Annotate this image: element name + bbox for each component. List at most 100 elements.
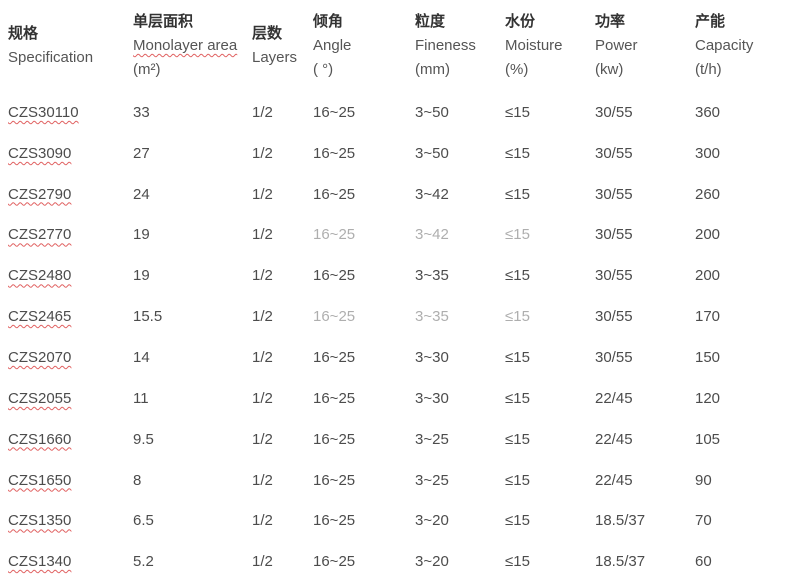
table-row: CZS1350 6.5 1/2 16~25 3~20 ≤15 18.5/37 70: [8, 500, 782, 541]
cell-layers: 1/2: [252, 390, 313, 407]
cell-value: 1/2: [252, 430, 273, 448]
table-row: CZS30110 33 1/2 16~25 3~50 ≤15 30/55 360: [8, 92, 782, 133]
cell-value: 260: [695, 185, 721, 203]
cell-value: ≤15: [505, 267, 530, 285]
cell-angle: 16~25: [313, 472, 415, 489]
column-header-power: 功率 Power (kw): [595, 10, 695, 82]
cell-layers: 1/2: [252, 186, 313, 203]
cell-monolayer-area: 15.5: [133, 308, 252, 325]
cell-power: 30/55: [595, 145, 695, 162]
table-row: CZS2480 19 1/2 16~25 3~35 ≤15 30/55 200: [8, 255, 782, 296]
cell-value: ≤15: [505, 103, 530, 121]
cell-spec: CZS1650: [8, 472, 133, 489]
cell-spec: CZS2055: [8, 390, 133, 407]
cell-value: 150: [695, 348, 721, 366]
cell-angle: 16~25: [313, 431, 415, 448]
cell-layers: 1/2: [252, 512, 313, 529]
model-name: CZS1340: [8, 553, 72, 571]
cell-value: ≤15: [505, 512, 530, 530]
cell-value: 16~25: [313, 348, 356, 366]
cell-power: 30/55: [595, 226, 695, 243]
cell-spec: CZS3090: [8, 145, 133, 162]
cell-layers: 1/2: [252, 308, 313, 325]
table-row: CZS2070 14 1/2 16~25 3~30 ≤15 30/55 150: [8, 337, 782, 378]
table-header-row: 规格 Specification 单层面积 Monolayer area (m²) 层数 L…: [8, 0, 782, 92]
cell-capacity: 300: [695, 145, 782, 162]
model-name: CZS2790: [8, 185, 72, 203]
table-row: CZS3090 27 1/2 16~25 3~50 ≤15 30/55 300: [8, 133, 782, 174]
cell-layers: 1/2: [252, 226, 313, 243]
cell-capacity: 70: [695, 512, 782, 529]
cell-value: 105: [695, 430, 721, 448]
cell-fineness: 3~25: [415, 431, 505, 448]
column-header-moisture: 水份 Moisture (%): [505, 10, 595, 82]
cell-value: 1/2: [252, 144, 273, 162]
cell-value: 1/2: [252, 185, 273, 203]
cell-fineness: 3~30: [415, 390, 505, 407]
model-name: CZS1350: [8, 512, 72, 530]
cell-fineness: 3~25: [415, 472, 505, 489]
cell-value: 24: [133, 185, 150, 203]
cell-capacity: 170: [695, 308, 782, 325]
column-header-layers: 层数 Layers: [252, 22, 313, 70]
cell-capacity: 200: [695, 226, 782, 243]
cell-angle: 16~25: [313, 512, 415, 529]
cell-angle: 16~25: [313, 553, 415, 570]
cell-monolayer-area: 24: [133, 186, 252, 203]
cell-value: 120: [695, 389, 721, 407]
cell-value: 3~35: [415, 267, 449, 285]
column-header-layers-chinese-label: 层数: [252, 25, 283, 42]
cell-value: 16~25: [313, 471, 356, 489]
cell-value: 16~25: [313, 267, 356, 285]
cell-value: 3~30: [415, 389, 449, 407]
column-header-power-unit-label: (kw): [595, 61, 624, 78]
cell-value: 1/2: [252, 226, 273, 244]
cell-value: 3~42: [415, 185, 449, 203]
model-name: CZS2055: [8, 389, 72, 407]
model-name: CZS2465: [8, 308, 72, 326]
column-header-angle-chinese-label: 倾角: [313, 13, 344, 30]
column-header-monolayer-area-english-label: Monolayer area: [133, 37, 238, 54]
cell-monolayer-area: 27: [133, 145, 252, 162]
cell-power: 18.5/37: [595, 553, 695, 570]
cell-moisture: ≤15: [505, 226, 595, 243]
column-header-power-chinese-label: 功率: [595, 13, 626, 30]
cell-value: 15.5: [133, 308, 163, 326]
cell-angle: 16~25: [313, 267, 415, 284]
cell-value: 27: [133, 144, 150, 162]
cell-layers: 1/2: [252, 553, 313, 570]
cell-value: 200: [695, 226, 721, 244]
column-header-spec: 规格 Specification: [8, 22, 133, 70]
cell-value: 16~25: [313, 308, 356, 326]
cell-value: 3~50: [415, 144, 449, 162]
cell-value: 30/55: [595, 348, 633, 366]
cell-value: 33: [133, 103, 150, 121]
cell-layers: 1/2: [252, 145, 313, 162]
cell-power: 30/55: [595, 349, 695, 366]
cell-value: ≤15: [505, 226, 530, 244]
cell-value: 18.5/37: [595, 512, 646, 530]
column-header-capacity-english-label: Capacity: [695, 37, 754, 54]
model-name: CZS3090: [8, 144, 72, 162]
table-row: CZS1650 8 1/2 16~25 3~25 ≤15 22/45 90: [8, 460, 782, 501]
column-header-capacity-unit-label: (t/h): [695, 61, 722, 78]
cell-angle: 16~25: [313, 390, 415, 407]
column-header-angle: 倾角 Angle ( °): [313, 10, 415, 82]
cell-value: 9.5: [133, 430, 154, 448]
cell-moisture: ≤15: [505, 472, 595, 489]
column-header-spec-chinese-label: 规格: [8, 25, 39, 42]
cell-angle: 16~25: [313, 104, 415, 121]
cell-value: 60: [695, 553, 712, 571]
column-header-capacity: 产能 Capacity (t/h): [695, 10, 782, 82]
cell-value: 16~25: [313, 144, 356, 162]
cell-value: 3~25: [415, 430, 449, 448]
column-header-fineness-chinese-label: 粒度: [415, 13, 446, 30]
cell-fineness: 3~42: [415, 186, 505, 203]
cell-power: 30/55: [595, 186, 695, 203]
cell-value: ≤15: [505, 553, 530, 571]
cell-monolayer-area: 19: [133, 267, 252, 284]
cell-value: 1/2: [252, 471, 273, 489]
cell-layers: 1/2: [252, 472, 313, 489]
